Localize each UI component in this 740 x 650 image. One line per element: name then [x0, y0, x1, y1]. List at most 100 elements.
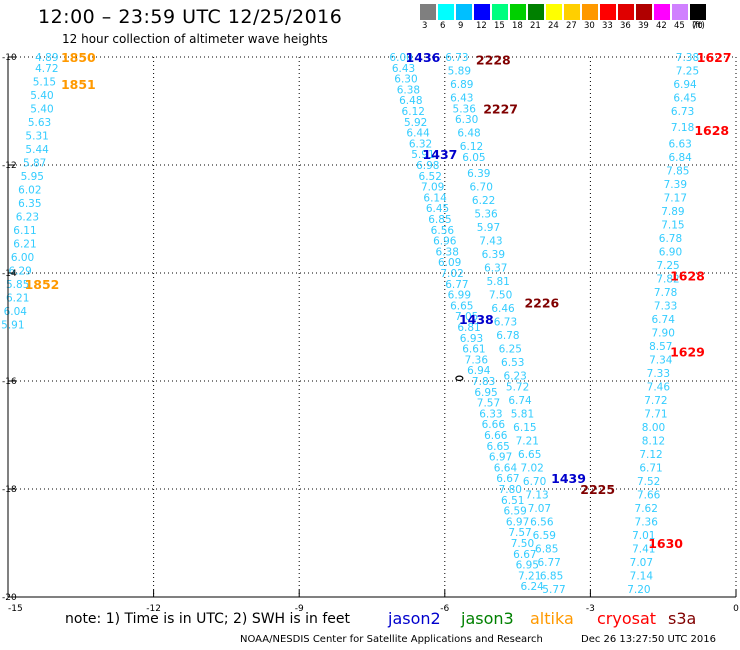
satellite-s3a-label: s3a [668, 609, 697, 628]
pass-time-label: 1852 [25, 277, 60, 292]
wave-height-value: 6.48 [399, 95, 422, 107]
wave-height-value: 7.15 [661, 219, 684, 231]
wave-height-value: 6.37 [484, 263, 507, 275]
wave-height-value: 6.21 [6, 292, 29, 304]
legend-swatch [456, 4, 472, 20]
legend-swatch [528, 4, 544, 20]
wave-height-value: 7.41 [632, 543, 655, 555]
wave-height-value: 7.02 [440, 268, 463, 280]
legend-label: 27 [566, 21, 577, 31]
wave-height-value: 6.45 [673, 93, 696, 105]
wave-height-value: 6.81 [457, 322, 480, 334]
wave-height-value: 5.89 [448, 66, 471, 78]
legend-swatch [636, 4, 652, 20]
legend-swatch [510, 4, 526, 20]
wave-height-value: 6.64 [494, 462, 518, 474]
wave-height-value: 6.39 [482, 249, 505, 261]
wave-height-value: 6.65 [450, 300, 473, 312]
wave-height-value: 7.25 [656, 260, 679, 272]
wave-height-value: 7.07 [630, 557, 653, 569]
wave-height-value: 5.77 [542, 584, 565, 596]
wave-height-value: 7.14 [630, 570, 654, 582]
wave-height-value: 6.24 [520, 581, 544, 593]
legend-label: 3 [422, 21, 428, 31]
wave-height-value: 5.91 [1, 319, 24, 331]
lat-tick-label: -18 [2, 485, 17, 495]
wave-height-value: 6.44 [406, 128, 430, 140]
lat-tick-label: -12 [2, 161, 17, 171]
wave-height-value: 6.23 [503, 371, 526, 383]
wave-height-value: 6.67 [496, 473, 519, 485]
color-legend: 3 6 9 12 15 18 21 24 27 30 33 36 39 42 45 70 (ft) [420, 4, 740, 36]
wave-height-value: 7.01 [632, 530, 655, 542]
lon-tick-label: -9 [295, 604, 304, 614]
pass-time-label: 1627 [697, 50, 732, 65]
wave-height-value: 6.56 [431, 225, 455, 237]
wave-height-value: 5.81 [486, 276, 509, 288]
wave-height-value: 6.53 [501, 357, 524, 369]
legend-label: 21 [530, 21, 541, 31]
wave-height-value: 7.09 [421, 182, 444, 194]
wave-height-value: 6.52 [419, 171, 442, 183]
island-outline [455, 375, 464, 382]
wave-height-value: 7.17 [664, 192, 687, 204]
wave-height-value: 5.87 [23, 157, 46, 169]
wave-height-value: 7.18 [671, 122, 694, 134]
wave-height-value: 7.50 [511, 538, 534, 550]
wave-height-value: 7.05 [455, 311, 478, 323]
wave-height-value: 6.33 [479, 408, 502, 420]
wave-height-value: 6.38 [436, 246, 459, 258]
wave-height-value: 4.72 [35, 63, 58, 75]
wave-height-value: 6.11 [13, 225, 36, 237]
satellite-altika-label: altika [530, 609, 574, 628]
pass-time-label: 1851 [61, 77, 96, 92]
wave-height-value: 6.38 [397, 84, 420, 96]
legend-label: 15 [494, 21, 505, 31]
lat-tick-label: -14 [2, 269, 17, 279]
wave-height-value: 5.81 [511, 408, 534, 420]
wave-height-value: 6.85 [428, 214, 451, 226]
wave-height-value: 6.65 [486, 441, 509, 453]
wave-height-value: 8.57 [649, 341, 672, 353]
wave-height-value: 8.12 [642, 435, 665, 447]
wave-height-value: 6.70 [470, 182, 493, 194]
wave-height-value: 7.13 [525, 489, 548, 501]
wave-height-value: 6.23 [16, 211, 39, 223]
wave-height-value: 6.85 [540, 570, 563, 582]
pass-time-label: 1630 [648, 536, 683, 551]
wave-height-value: 5.15 [33, 76, 56, 88]
wave-height-value: 5.44 [25, 144, 49, 156]
wave-height-value: 6.74 [508, 395, 532, 407]
wave-height-value: 6.30 [394, 74, 417, 86]
wave-height-value: 6.56 [530, 516, 554, 528]
wave-height-value: 7.52 [637, 476, 660, 488]
footer-note: note: 1) Time is in UTC; 2) SWH is in fe… [65, 611, 351, 627]
wave-height-value: 7.36 [635, 516, 659, 528]
wave-height-value: 5.95 [21, 171, 44, 183]
legend-label: 9 [458, 21, 464, 31]
wave-height-value: 6.51 [501, 495, 524, 507]
map-subtitle: 12 hour collection of altimeter wave hei… [62, 32, 328, 46]
legend-swatch [672, 4, 688, 20]
legend-unit: (ft) [692, 21, 705, 31]
wave-height-value: 6.96 [433, 236, 457, 248]
legend-swatch [546, 4, 562, 20]
wave-height-value: 6.09 [438, 257, 461, 269]
wave-height-value: 6.71 [639, 462, 662, 474]
wave-height-value: 7.78 [654, 287, 677, 299]
wave-height-value: 7.33 [647, 368, 670, 380]
pass-time-label: 1439 [551, 471, 586, 486]
wave-height-value: 5.85 [6, 279, 29, 291]
wave-height-value: 5.63 [28, 117, 51, 129]
wave-height-value: 6.61 [462, 344, 485, 356]
pass-time-label: 1850 [61, 50, 96, 65]
wave-height-value: 6.66 [484, 430, 508, 442]
map-title: 12:00 – 23:59 UTC 12/25/2016 [38, 6, 343, 28]
wave-height-value: 7.62 [635, 503, 658, 515]
wave-height-value: 6.48 [457, 128, 480, 140]
pass-time-label: 1436 [406, 50, 441, 65]
satellite-jason3-label: jason3 [461, 609, 514, 628]
wave-height-value: 6.95 [474, 387, 497, 399]
wave-height-value: 5.36 [474, 209, 498, 221]
